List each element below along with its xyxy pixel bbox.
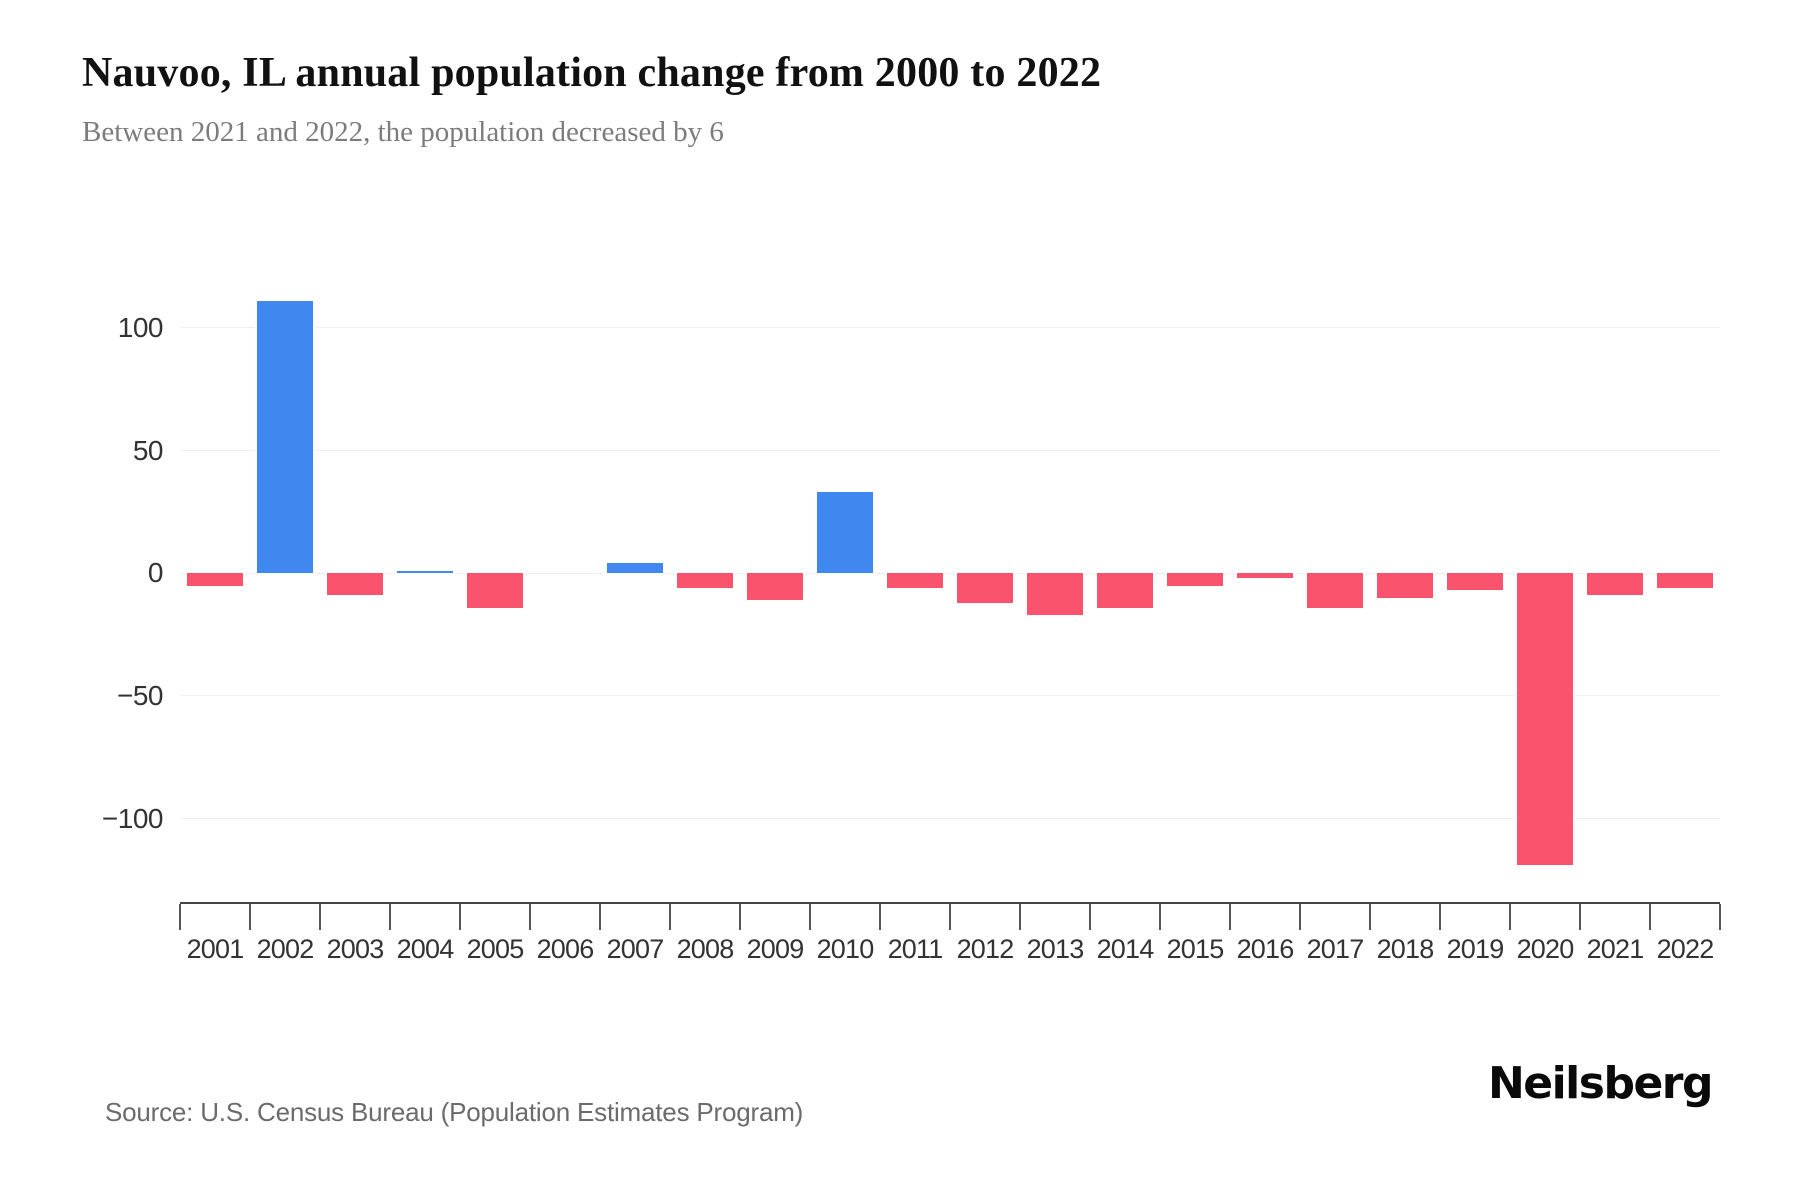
x-axis-label-2012: 2012 (956, 934, 1015, 964)
y-axis-label: 50 (132, 434, 164, 466)
x-axis-tick (1719, 904, 1721, 930)
bar-2020 (1515, 571, 1575, 868)
bar-2005 (465, 571, 525, 610)
brand-logo: Neilsberg (1487, 1058, 1714, 1109)
x-axis-label-2019: 2019 (1446, 934, 1505, 964)
bar-2009 (745, 571, 805, 603)
y-axis-label: 0 (147, 557, 164, 589)
bar-2003 (325, 571, 385, 598)
x-axis-label-2004: 2004 (396, 934, 455, 964)
x-axis-tick (179, 904, 181, 930)
x-axis-label-2001: 2001 (186, 934, 245, 964)
x-axis-tick (1649, 904, 1651, 930)
x-axis-tick (1509, 904, 1511, 930)
x-axis-tick (809, 904, 811, 930)
x-axis-tick (1019, 904, 1021, 930)
x-axis-tick (669, 904, 671, 930)
y-axis-label: 100 (117, 311, 164, 343)
bar-2022 (1655, 571, 1715, 590)
bar-2019 (1445, 571, 1505, 593)
bar-2015 (1165, 571, 1225, 588)
x-axis-tick (1439, 904, 1441, 930)
bar-2007 (605, 561, 665, 576)
bar-2011 (885, 571, 945, 590)
x-axis-label-2013: 2013 (1026, 934, 1085, 964)
chart-subtitle: Between 2021 and 2022, the population de… (82, 116, 724, 149)
x-axis-label-2014: 2014 (1096, 934, 1155, 964)
bar-2012 (955, 571, 1015, 605)
source-text: Source: U.S. Census Bureau (Population E… (105, 1097, 804, 1127)
x-axis-tick (319, 904, 321, 930)
chart-header: Nauvoo, IL annual population change from… (82, 50, 1101, 149)
gridline (180, 450, 1720, 452)
x-axis-line (180, 902, 1720, 904)
bar-2010 (815, 490, 875, 576)
x-axis-label-2011: 2011 (887, 934, 944, 964)
bar-2017 (1305, 571, 1365, 610)
bar-2013 (1025, 571, 1085, 617)
x-axis-label-2007: 2007 (606, 934, 665, 964)
x-axis-label-2005: 2005 (466, 934, 525, 964)
page-title: Nauvoo, IL annual population change from… (82, 50, 1102, 96)
bar-2004 (395, 568, 455, 576)
x-axis-label-2008: 2008 (676, 934, 735, 964)
x-axis-label-2003: 2003 (326, 934, 385, 964)
x-axis-tick (1229, 904, 1231, 930)
x-axis-tick (1299, 904, 1301, 930)
bar-2002 (255, 298, 315, 576)
x-axis-tick (459, 904, 461, 930)
x-axis-label-2009: 2009 (746, 934, 805, 964)
x-axis-tick (879, 904, 881, 930)
x-axis-label-2010: 2010 (816, 934, 875, 964)
bar-chart: 100 50 0 −50 −100 2001 2002 2003 2004 2005 2006 200… (102, 250, 1721, 964)
bar-2021 (1585, 571, 1645, 598)
x-axis-tick (739, 904, 741, 930)
x-axis-tick (599, 904, 601, 930)
gridline (180, 695, 1720, 697)
bar-2014 (1095, 571, 1155, 610)
x-axis-label-2018: 2018 (1376, 934, 1435, 964)
x-axis-tick (1579, 904, 1581, 930)
x-axis-label-2020: 2020 (1516, 934, 1575, 964)
x-axis-label-2006: 2006 (536, 934, 595, 964)
bar-2018 (1375, 571, 1435, 600)
bar-2001 (185, 571, 245, 588)
bar-2016 (1235, 571, 1295, 581)
y-axis-label: −100 (101, 802, 164, 834)
x-axis-label-2017: 2017 (1306, 934, 1365, 964)
gridline (180, 572, 1720, 574)
x-axis-label-2022: 2022 (1656, 934, 1715, 964)
x-axis-tick (249, 904, 251, 930)
x-axis-tick (1369, 904, 1371, 930)
bar-2008 (675, 571, 735, 590)
x-axis-tick (529, 904, 531, 930)
x-axis-tick (1159, 904, 1161, 930)
x-axis-label-2016: 2016 (1236, 934, 1295, 964)
x-axis-label-2002: 2002 (256, 934, 315, 964)
x-axis-tick (389, 904, 391, 930)
gridline (180, 327, 1720, 329)
gridline (180, 818, 1720, 820)
x-axis-label-2021: 2021 (1586, 934, 1645, 964)
y-axis-label: −50 (117, 679, 164, 711)
x-axis-label-2015: 2015 (1166, 934, 1225, 964)
x-axis-tick (1089, 904, 1091, 930)
x-axis-tick (949, 904, 951, 930)
